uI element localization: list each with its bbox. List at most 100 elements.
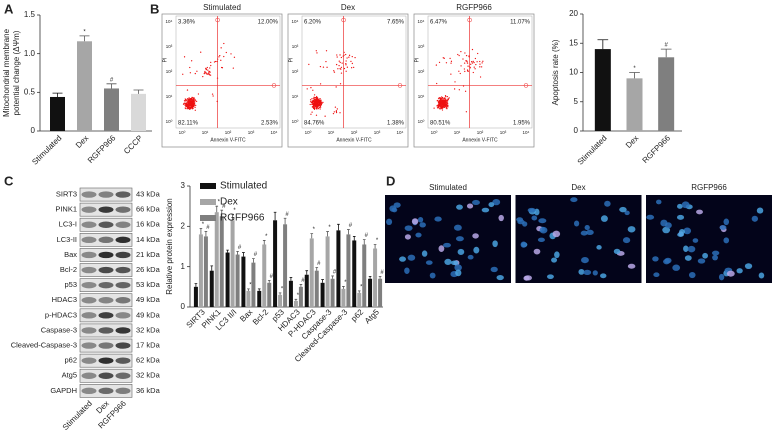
error-bar <box>257 288 261 291</box>
nucleus <box>425 260 433 265</box>
bar <box>314 270 319 307</box>
bar <box>278 294 283 307</box>
kda-label: 53 kDa <box>136 280 161 289</box>
nucleus <box>676 214 685 220</box>
y-tick-label: 10⁴ <box>418 19 425 24</box>
error-bar <box>210 265 214 271</box>
event-dot <box>232 67 234 69</box>
x-tick-label: Stimulated <box>576 134 609 167</box>
kda-label: 36 kDa <box>136 386 161 395</box>
event-dot <box>351 67 353 69</box>
event-dot <box>214 60 217 63</box>
y-tick-label: 10¹ <box>418 94 425 99</box>
kda-label: 32 kDa <box>136 325 161 334</box>
plot-title: RGFP966 <box>456 3 492 12</box>
bar <box>298 286 303 307</box>
protein-label: LC3-I <box>59 220 77 229</box>
protein-label: Cleaved-Caspase-3 <box>11 341 77 350</box>
event-dot <box>333 71 336 73</box>
event-dot <box>197 93 200 95</box>
event-dot <box>346 57 348 59</box>
event-dot <box>212 95 214 97</box>
event-dot <box>316 95 318 98</box>
event-dot <box>335 111 338 114</box>
event-dot <box>318 103 321 106</box>
event-dot <box>190 105 193 107</box>
event-dot <box>316 100 318 102</box>
event-dot <box>339 83 342 85</box>
significance-mark: # <box>206 225 210 231</box>
event-dot <box>319 106 322 108</box>
nucleus <box>481 207 490 213</box>
event-dot <box>442 100 444 102</box>
y-axis-label: Relative protein expression <box>165 198 174 295</box>
significance-mark: # <box>110 77 114 83</box>
y-tick-label: 5 <box>574 97 579 106</box>
protein-label: Bax <box>64 250 77 259</box>
blot-band <box>98 251 114 259</box>
nucleus <box>726 270 735 277</box>
nucleus <box>578 268 585 275</box>
event-dot <box>444 102 446 104</box>
nucleus <box>404 267 410 274</box>
event-dot <box>336 56 338 58</box>
nucleus <box>600 273 607 279</box>
y-tick-label: 15 <box>569 38 578 47</box>
event-dot <box>470 61 473 63</box>
nucleus <box>624 210 630 216</box>
blot-band <box>115 281 131 289</box>
event-dot <box>440 100 442 102</box>
panel-label: B <box>150 1 159 16</box>
nucleus <box>546 274 554 280</box>
event-dot <box>209 74 212 76</box>
event-dot <box>194 109 196 111</box>
event-dot <box>220 66 223 69</box>
event-dot <box>340 68 342 70</box>
significance-mark: # <box>317 261 321 267</box>
x-tick-label: Stimulated <box>30 134 63 167</box>
blot-band <box>115 221 131 228</box>
y-tick-label: 10⁰ <box>292 119 299 124</box>
bar <box>50 96 65 131</box>
nucleus <box>488 202 495 208</box>
event-dot <box>194 98 196 101</box>
nucleus <box>627 263 636 269</box>
protein-label: p-HDAC3 <box>45 310 77 319</box>
nucleus <box>664 257 672 264</box>
event-dot <box>445 62 448 64</box>
bar <box>346 234 351 307</box>
event-dot <box>223 55 225 58</box>
event-dot <box>310 87 312 89</box>
event-dot <box>446 95 449 98</box>
event-dot <box>437 105 440 107</box>
event-dot <box>187 103 190 106</box>
event-dot <box>336 108 338 110</box>
x-tick-label: 10¹ <box>328 130 335 135</box>
nucleus <box>592 270 598 276</box>
event-dot <box>190 101 192 103</box>
event-dot <box>314 107 316 109</box>
event-dot <box>316 106 318 108</box>
error-bar <box>315 267 319 271</box>
blot-band <box>115 266 131 274</box>
legend-label: Stimulated <box>220 181 267 192</box>
quadrant-percent: 12.00% <box>258 20 279 26</box>
y-axis-label: PI <box>162 58 168 63</box>
gate-handle <box>397 83 403 88</box>
bar <box>594 49 611 131</box>
bar <box>246 290 251 307</box>
significance-mark: * <box>83 29 86 35</box>
event-dot <box>479 60 481 63</box>
nucleus <box>467 254 474 260</box>
bar <box>368 278 373 307</box>
event-dot <box>345 70 347 72</box>
event-dot <box>447 106 449 108</box>
error-bar <box>226 249 229 253</box>
nucleus <box>552 230 561 238</box>
nucleus <box>407 254 416 261</box>
nucleus <box>444 258 452 265</box>
plot-frame <box>161 13 283 148</box>
event-dot <box>315 105 317 108</box>
error-bar <box>357 290 361 293</box>
event-dot <box>437 102 440 104</box>
